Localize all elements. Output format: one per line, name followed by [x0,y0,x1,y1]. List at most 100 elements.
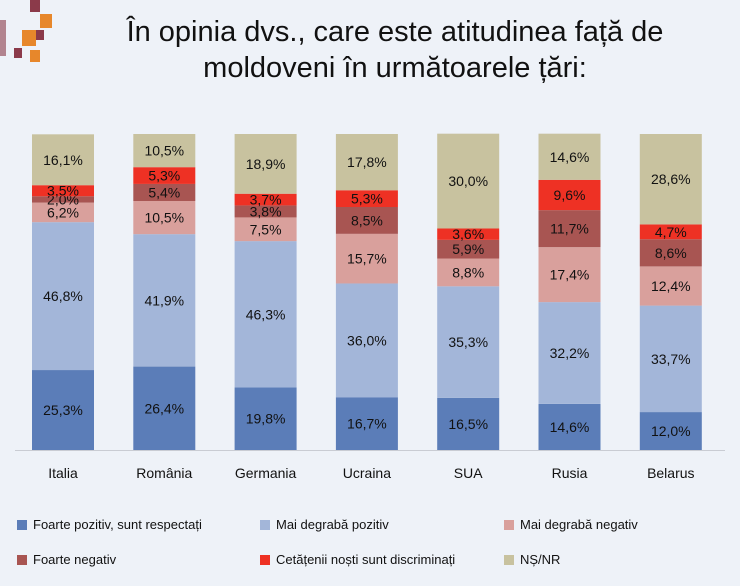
bar-segment [32,222,94,371]
decor-square [40,14,52,28]
bar-segment [538,133,601,180]
data-label: 8,8% [452,264,484,280]
category-label: Rusia [552,465,588,481]
category-label: Germania [235,465,297,481]
bar-stack-ucraina: 16,7% 36,0% 15,7% 8,5% 5,3% 17,8% [335,134,398,450]
bar-segment [234,205,297,218]
category-label: Belarus [647,465,694,481]
category-label: România [136,465,192,481]
bar-segment [32,370,94,450]
data-label: 12,4% [651,278,691,294]
bar-segment [538,403,601,450]
data-label: 16,5% [448,416,488,432]
data-label: 7,5% [250,221,282,237]
bar-segment [437,239,500,259]
category-label: SUA [454,465,483,481]
bar-stack-germania: 19,8% 46,3% 7,5% 3,8%3,7% 18,9% [234,134,297,450]
bar-segment [335,283,398,398]
data-label: 8,5% [351,212,383,228]
corner-decoration [0,0,60,70]
chart-title-line-2: moldoveni în următoarele țări: [203,52,587,84]
bar-segment [234,241,297,388]
bar-segment [538,302,601,404]
bar-segment [538,247,601,303]
data-label: 36,0% [347,332,387,348]
data-label: 25,3% [43,402,83,418]
bar-segment [32,196,94,203]
data-label: 5,3% [148,168,180,184]
bar-segment [437,286,500,398]
data-label: 30,0% [448,173,488,189]
bar-segment [234,387,297,450]
bar-segment [639,134,702,225]
data-label: 8,6% [655,245,687,261]
bar-segment [335,206,398,234]
chart-title-line-1: În opinia dvs., care este atitudinea faț… [126,16,664,48]
data-label: 10,5% [144,210,184,226]
bar-segment [639,305,702,413]
data-label: 16,1% [43,152,83,168]
bar-segment [639,239,702,267]
bar-segment [234,193,297,206]
bar-segment [234,217,297,242]
category-label: Ucraina [343,465,391,481]
bar-segment [32,202,94,223]
bar-stack-sua: 16,5% 35,3% 8,8% 5,9%3,6% 30,0% [437,133,500,450]
bar-segment [335,233,398,284]
bar-segment [639,266,702,306]
bar-segment [234,134,297,194]
data-label: 3,6% [452,226,484,242]
data-label: 19,8% [246,411,286,427]
data-label: 28,6% [651,171,691,187]
bar-segment [133,200,196,235]
bar-segment [437,133,500,229]
bar-segment [437,228,500,240]
bar-stack-românia: 26,4% 41,9% 10,5% 5,4%5,3% 10,5% [133,134,196,450]
data-label: 5,4% [148,184,180,200]
bar-segment [335,190,398,207]
decor-square [30,0,40,12]
decor-square [14,48,22,58]
data-label: 3,8% [250,203,282,219]
bar-segment [133,134,196,168]
data-label: 14,6% [550,419,590,435]
data-label: 5,3% [351,191,383,207]
bar-stack-rusia: 14,6% 32,2% 17,4% 11,7% 9,6% 14,6% [538,133,601,450]
bar-segment [32,134,94,186]
bar-segment [335,397,398,450]
data-label: 6,2% [47,204,79,220]
bar-stack-belarus: 12,0% 33,7% 12,4% 8,6% 4,7% 28,6% [639,134,702,450]
bar-segment [437,397,500,450]
chart-title: În opinia dvs., care este atitudinea faț… [60,14,730,86]
bar-segment [639,412,702,450]
data-label: 12,0% [651,423,691,439]
data-label: 32,2% [550,345,590,361]
data-label: 10,5% [144,143,184,159]
bar-segment [133,366,196,450]
data-label: 33,7% [651,351,691,367]
data-label: 15,7% [347,251,387,267]
data-label: 3,7% [250,192,282,208]
bar-segment [335,134,398,191]
data-label: 41,9% [144,292,184,308]
data-label: 11,7% [550,221,589,237]
decor-square [30,50,40,62]
bar-stack-italia: 25,3%46,8%6,2%2,0%3,5%16,1% [32,134,94,450]
data-label: 18,9% [246,156,286,172]
data-label: 46,3% [246,306,286,322]
data-label: 3,5% [47,183,79,199]
bar-segment [538,179,601,211]
bar-segment [133,183,196,201]
data-label: 17,4% [550,267,590,283]
bar-segment [133,234,196,367]
data-label: 5,9% [452,241,484,257]
data-label: 14,6% [550,149,590,165]
bar-segment [437,258,500,287]
category-label: Italia [48,465,78,481]
data-label: 35,3% [448,334,488,350]
data-label: 4,7% [655,224,687,240]
decor-square [22,30,36,46]
decor-square [0,20,6,56]
